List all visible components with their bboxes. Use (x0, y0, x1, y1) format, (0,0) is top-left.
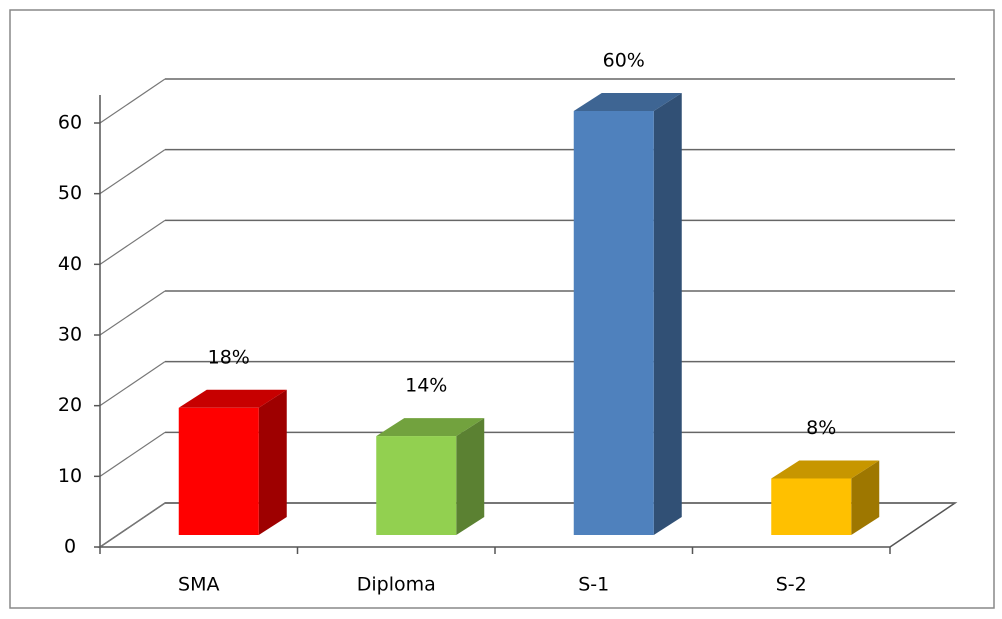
bar-top (771, 460, 880, 479)
grid-line-side (99, 149, 166, 195)
bar-side (653, 93, 682, 535)
x-tick-label: S-1 (578, 574, 609, 596)
grid-line-side (99, 361, 166, 407)
data-label: 60% (603, 50, 645, 72)
bar (573, 111, 654, 535)
x-tick-label: S-2 (776, 574, 807, 596)
y-tick-label: 10 (58, 465, 82, 487)
y-tick-label: 20 (58, 394, 82, 416)
grid-line-side (99, 290, 166, 336)
data-label: 18% (208, 346, 250, 368)
bar-top (573, 93, 682, 111)
bar-top (178, 389, 287, 408)
y-tick-label: 30 (58, 324, 82, 346)
bar-side (258, 389, 287, 535)
x-tick-label: Diploma (357, 574, 436, 596)
grid-line-side (99, 78, 166, 124)
bar-top (376, 418, 485, 437)
x-tick-label: SMA (178, 574, 219, 596)
y-tick-label: 60 (58, 112, 82, 134)
bar-side (456, 418, 485, 535)
grid-line-side (99, 219, 166, 265)
bar (376, 436, 457, 535)
data-label: 14% (405, 375, 447, 397)
y-tick-label: 0 (64, 536, 76, 558)
grid-line-side (99, 431, 166, 477)
data-label: 8% (806, 417, 836, 439)
bar (178, 407, 259, 535)
bar-side (851, 460, 880, 535)
grid-line-side (99, 502, 166, 548)
bar (771, 478, 852, 535)
y-tick-label: 40 (58, 253, 82, 275)
y-tick-label: 50 (58, 182, 82, 204)
